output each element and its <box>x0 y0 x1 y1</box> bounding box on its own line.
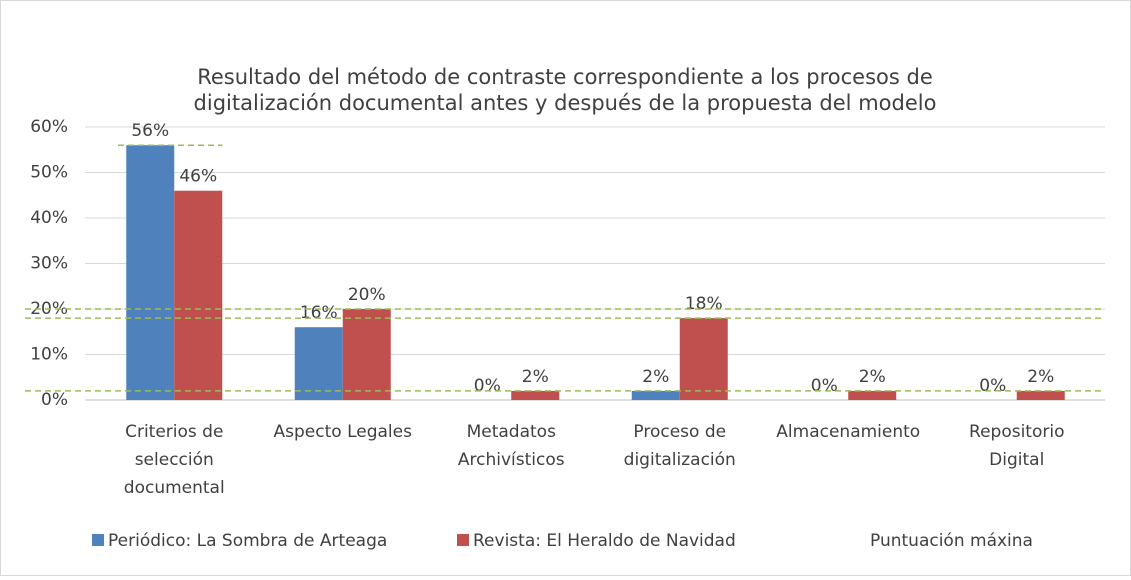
y-tick-label: 30% <box>30 254 68 274</box>
data-label: 2% <box>642 367 669 387</box>
legend-swatch <box>92 534 104 546</box>
bar <box>631 390 680 400</box>
legend-label: Periódico: La Sombra de Arteaga <box>108 531 387 551</box>
y-tick-label: 10% <box>30 345 68 365</box>
bar <box>174 190 223 400</box>
data-label: 0% <box>811 376 838 396</box>
y-tick-label: 0% <box>41 390 68 410</box>
x-tick-label: Criterios de selección documental <box>124 422 225 498</box>
data-label: 16% <box>300 303 338 323</box>
data-label: 20% <box>348 285 386 305</box>
bar <box>511 390 560 400</box>
x-tick-label: Proceso de digitalización <box>624 422 736 470</box>
data-label: 2% <box>522 367 549 387</box>
data-label: 0% <box>979 376 1006 396</box>
x-tick-label: Metadatos Archivísticos <box>458 422 565 470</box>
bar <box>1016 390 1065 400</box>
bar <box>294 327 343 400</box>
x-tick-label: Almacenamiento <box>776 422 920 442</box>
x-tick-label: Repositorio Digital <box>969 422 1064 470</box>
legend-label: Revista: El Heraldo de Navidad <box>473 531 736 551</box>
legend-label: Puntuación máxina <box>870 531 1033 551</box>
data-label: 56% <box>131 121 169 141</box>
data-label: 2% <box>859 367 886 387</box>
bar <box>848 390 897 400</box>
data-label: 0% <box>474 376 501 396</box>
x-tick-label: Aspecto Legales <box>274 422 413 442</box>
y-tick-label: 60% <box>30 117 68 137</box>
chart-title: Resultado del método de contraste corres… <box>194 65 937 115</box>
data-label: 18% <box>685 294 723 314</box>
bar <box>342 309 391 400</box>
legend-swatch <box>457 534 469 546</box>
data-label: 46% <box>179 167 217 187</box>
y-tick-label: 50% <box>30 163 68 183</box>
bar <box>679 318 728 400</box>
bar <box>126 145 175 400</box>
data-label: 2% <box>1027 367 1054 387</box>
y-tick-label: 40% <box>30 208 68 228</box>
